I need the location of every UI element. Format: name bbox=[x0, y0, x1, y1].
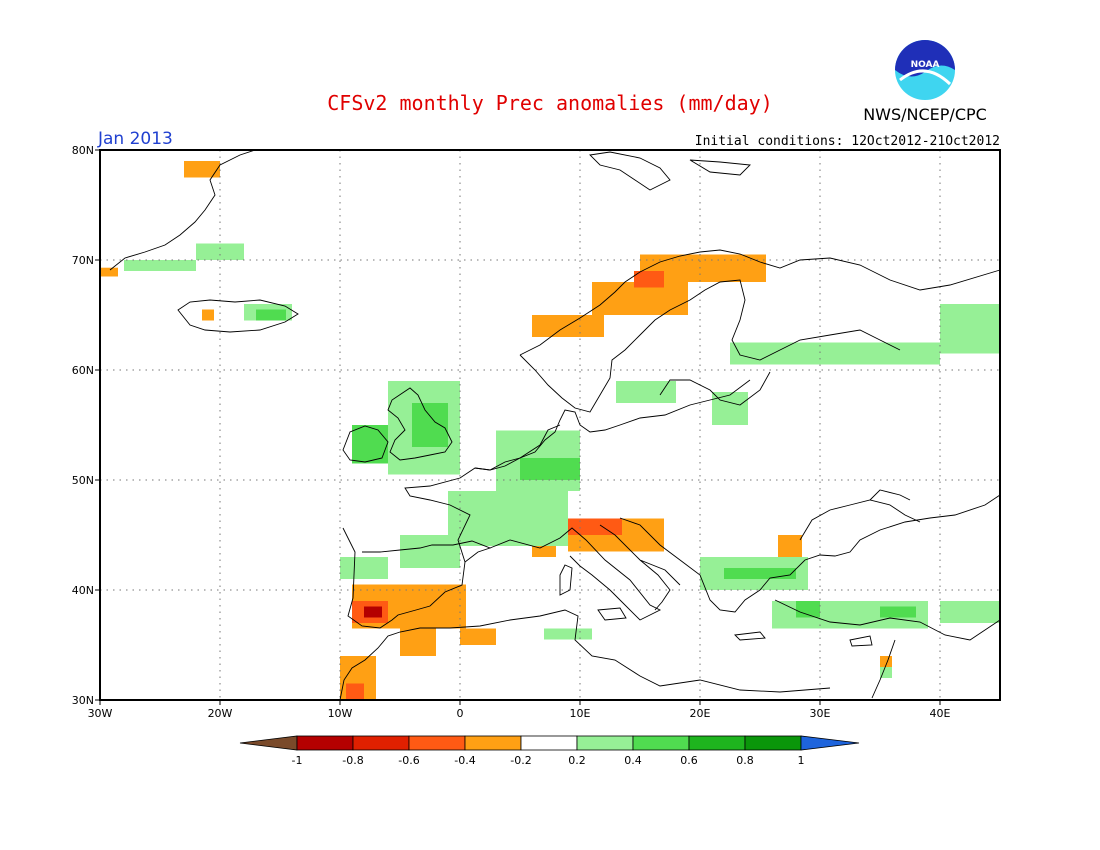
colorbar-segment bbox=[576, 735, 634, 751]
colorbar-label: -0.4 bbox=[454, 754, 475, 767]
colorbar-segment bbox=[296, 735, 354, 751]
lat-tick-label: 40N bbox=[72, 584, 94, 597]
colorbar-segment bbox=[632, 735, 690, 751]
colorbar-label: 0.8 bbox=[736, 754, 754, 767]
map-area: 30W 20W 10W 0 10E 20E 30E 40E 30N 40N 50N 60N 70N 80N bbox=[72, 144, 1001, 720]
agency-label: NWS/NCEP/CPC bbox=[863, 105, 987, 124]
anomaly-region bbox=[400, 628, 436, 656]
colorbar-segment bbox=[464, 735, 522, 751]
colorbar-label: 1 bbox=[798, 754, 805, 767]
colorbar-label: 0.4 bbox=[624, 754, 642, 767]
initial-conditions-label: Initial conditions: 12Oct2012-21Oct2012 bbox=[695, 134, 1000, 149]
anomaly-region bbox=[346, 683, 364, 700]
graticule bbox=[100, 150, 1000, 700]
lon-tick-label: 0 bbox=[457, 707, 464, 720]
anomaly-region bbox=[730, 342, 940, 365]
anomaly-region bbox=[412, 403, 448, 447]
lon-tick-label: 30E bbox=[810, 707, 831, 720]
anomaly-region bbox=[796, 601, 820, 618]
anomaly-region bbox=[256, 309, 286, 321]
lat-tick-label: 50N bbox=[72, 474, 94, 487]
lon-tick-label: 20W bbox=[208, 707, 233, 720]
axis-ticks: 30W 20W 10W 0 10E 20E 30E 40E 30N 40N 50N 60N 70N 80N bbox=[72, 144, 951, 720]
anomaly-region bbox=[184, 161, 220, 178]
lat-tick-label: 70N bbox=[72, 254, 94, 267]
anomaly-region bbox=[634, 271, 664, 288]
lon-tick-label: 30W bbox=[88, 707, 113, 720]
colorbar-segment bbox=[520, 735, 578, 751]
anomaly-region bbox=[544, 628, 592, 640]
anomaly-region bbox=[202, 309, 214, 321]
anomaly-region bbox=[532, 546, 556, 557]
colorbar-label: -0.8 bbox=[342, 754, 363, 767]
anomaly-region bbox=[340, 557, 388, 579]
lon-tick-label: 40E bbox=[930, 707, 951, 720]
anomaly-region bbox=[448, 491, 568, 546]
colorbar-segment bbox=[408, 735, 466, 751]
anomaly-region bbox=[778, 535, 802, 557]
lon-tick-label: 10E bbox=[570, 707, 591, 720]
anomaly-layer bbox=[100, 161, 1000, 700]
colorbar-label: -0.2 bbox=[510, 754, 531, 767]
anomaly-region bbox=[880, 667, 892, 678]
anomaly-region bbox=[940, 601, 1000, 623]
anomaly-region bbox=[100, 267, 118, 277]
anomaly-region bbox=[532, 315, 604, 337]
anomaly-region bbox=[940, 304, 1000, 354]
anomaly-region bbox=[520, 458, 580, 480]
anomaly-region bbox=[880, 656, 892, 667]
colorbar-segment bbox=[688, 735, 746, 751]
anomaly-region bbox=[460, 628, 496, 645]
map-frame bbox=[99, 149, 1001, 701]
coastlines bbox=[109, 149, 1001, 701]
colorbar-label: -0.6 bbox=[398, 754, 419, 767]
lat-tick-label: 80N bbox=[72, 144, 94, 157]
lon-tick-label: 10W bbox=[328, 707, 353, 720]
colorbar-label: -1 bbox=[292, 754, 303, 767]
colorbar-label: 0.6 bbox=[680, 754, 698, 767]
colorbar-min-arrow bbox=[239, 735, 298, 751]
lon-tick-label: 20E bbox=[690, 707, 711, 720]
anomaly-region bbox=[364, 606, 382, 618]
anomaly-region bbox=[196, 243, 244, 260]
colorbar-label: 0.2 bbox=[568, 754, 586, 767]
anomaly-region bbox=[400, 535, 460, 568]
noaa-logo: NOAA bbox=[895, 40, 955, 100]
page-title: CFSv2 monthly Prec anomalies (mm/day) bbox=[327, 91, 773, 115]
anomaly-region bbox=[124, 260, 196, 271]
forecast-month-label: Jan 2013 bbox=[97, 129, 173, 149]
anomaly-region bbox=[724, 568, 796, 579]
noaa-logo-text: NOAA bbox=[911, 60, 940, 70]
lat-tick-label: 30N bbox=[72, 694, 94, 707]
colorbar-max-arrow bbox=[800, 735, 860, 751]
colorbar: -1 -0.8 -0.6 -0.4 -0.2 0.2 0.4 0.6 0.8 1 bbox=[239, 735, 860, 767]
anomaly-region bbox=[616, 381, 676, 403]
anomaly-region bbox=[568, 518, 622, 535]
lat-tick-label: 60N bbox=[72, 364, 94, 377]
anomaly-region bbox=[880, 606, 916, 618]
colorbar-segment bbox=[744, 735, 802, 751]
colorbar-segment bbox=[352, 735, 410, 751]
